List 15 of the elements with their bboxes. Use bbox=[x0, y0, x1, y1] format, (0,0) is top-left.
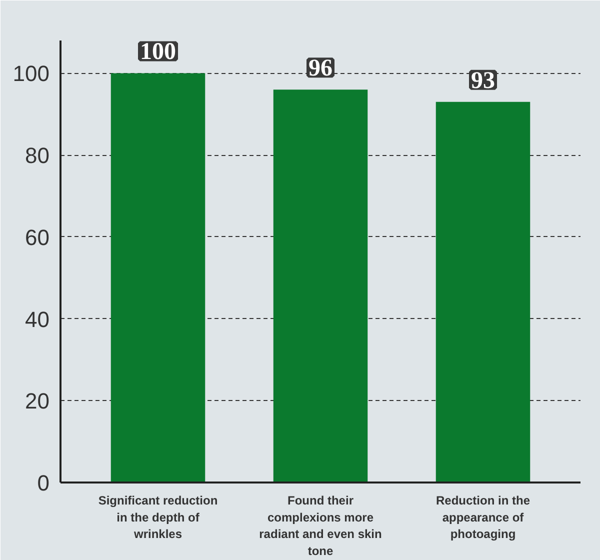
bar bbox=[110, 73, 206, 482]
x-tick-label: Significant reduction in the depth of wrinkles bbox=[98, 494, 218, 542]
bar bbox=[273, 90, 368, 482]
x-tick-label: Found their complexions more radiant and even skin tone bbox=[259, 494, 382, 558]
data-label: 96 bbox=[308, 56, 332, 82]
y-tick-label: 80 bbox=[25, 143, 50, 168]
y-tick-label: 20 bbox=[25, 388, 50, 414]
x-tick-label: Reduction in the appearance of photoaging bbox=[436, 494, 530, 542]
y-tick-label: 40 bbox=[25, 306, 50, 332]
data-label: 93 bbox=[471, 68, 495, 94]
bar bbox=[436, 102, 530, 482]
data-label: 100 bbox=[140, 39, 176, 66]
y-tick-label: 100 bbox=[12, 61, 50, 86]
y-tick-label: 60 bbox=[25, 224, 50, 250]
y-tick-label: 0 bbox=[37, 470, 50, 496]
